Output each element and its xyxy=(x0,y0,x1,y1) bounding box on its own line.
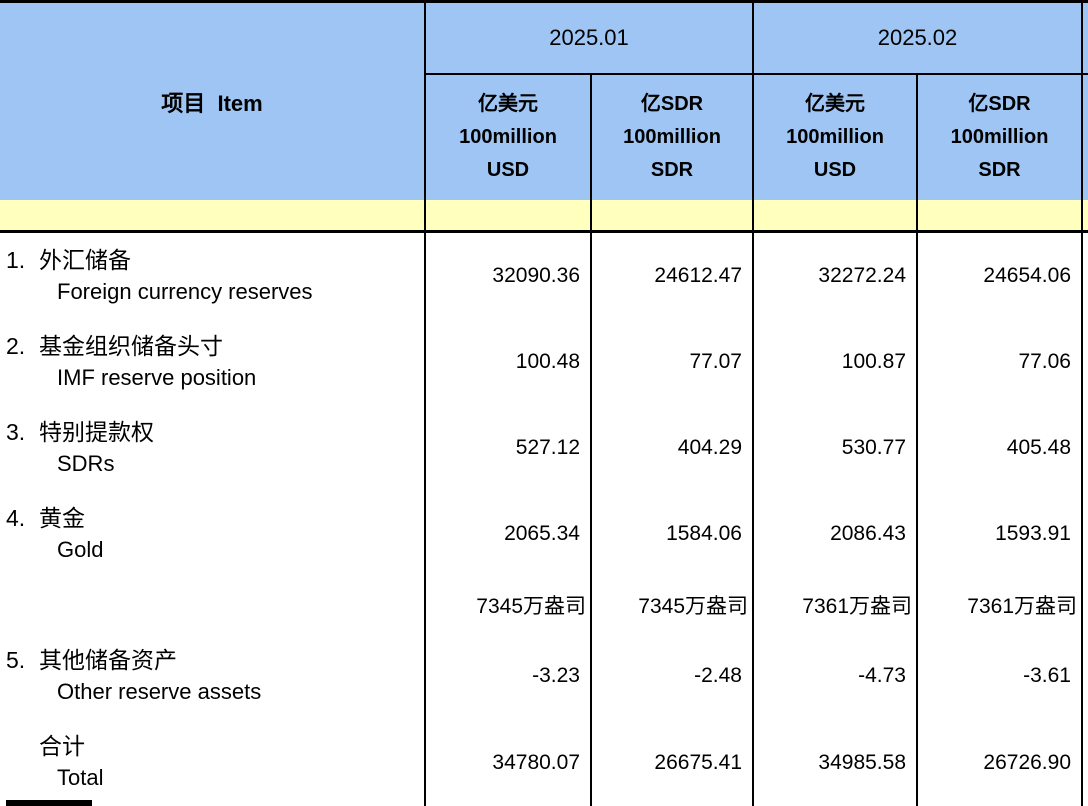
value-cell-cropped xyxy=(1081,319,1088,405)
item-label-en: IMF reserve position xyxy=(57,364,257,390)
value-cell: 24612.47 xyxy=(590,233,752,319)
value-cell-ounces: 7361万盎司 xyxy=(916,577,1081,633)
item-label-zh: 其他储备资产 xyxy=(39,647,177,673)
item-label-zh: 黄金 xyxy=(39,505,85,531)
value-cell: 77.06 xyxy=(916,319,1081,405)
item-label-zh: 合计 xyxy=(39,733,85,759)
item-cell-gold: 4. 黄金 Gold xyxy=(0,491,424,577)
value-cell: 1593.91 xyxy=(916,491,1081,577)
value-cell: 26726.90 xyxy=(916,719,1081,806)
value-cell: 2065.34 xyxy=(424,491,590,577)
item-label-en: Foreign currency reserves xyxy=(57,278,313,304)
value-cell: 405.48 xyxy=(916,405,1081,491)
value-cell-cropped xyxy=(1081,577,1088,633)
value-cell: -2.48 xyxy=(590,633,752,719)
value-cell: 26675.41 xyxy=(590,719,752,806)
item-label-zh: 特别提款权 xyxy=(39,419,154,445)
item-cell-total: 合计 Total xyxy=(0,719,424,806)
item-cell-imf-reserve-position: 2. 基金组织储备头寸 IMF reserve position xyxy=(0,319,424,405)
item-cell-other-reserve-assets: 5. 其他储备资产 Other reserve assets xyxy=(0,633,424,719)
value-cell: 77.07 xyxy=(590,319,752,405)
value-cell: 32272.24 xyxy=(752,233,916,319)
item-column-header: 项目 Item xyxy=(0,0,424,200)
period-header-2025-01: 2025.01 xyxy=(424,0,752,75)
value-cell-ounces: 7361万盎司 xyxy=(752,577,916,633)
unit-header-usd-1: 亿美元 100million USD xyxy=(424,75,590,200)
value-cell: 527.12 xyxy=(424,405,590,491)
value-cell: 1584.06 xyxy=(590,491,752,577)
item-label-zh: 基金组织储备头寸 xyxy=(39,333,223,359)
item-label-en: Total xyxy=(57,764,104,790)
item-label-en: Gold xyxy=(57,536,104,562)
item-cell-gold-ounces-empty xyxy=(0,577,424,633)
value-cell: 100.48 xyxy=(424,319,590,405)
item-label-zh: 外汇储备 xyxy=(39,247,131,273)
value-cell: -4.73 xyxy=(752,633,916,719)
value-cell: 2086.43 xyxy=(752,491,916,577)
value-cell: 34780.07 xyxy=(424,719,590,806)
item-label-en: SDRs xyxy=(57,450,115,476)
value-cell: 100.87 xyxy=(752,319,916,405)
value-cell: 404.29 xyxy=(590,405,752,491)
unit-header-sdr-2: 亿SDR 100million SDR xyxy=(916,75,1081,200)
period-header-cropped xyxy=(1081,0,1088,75)
separator-band xyxy=(916,200,1081,233)
cropped-footnote-fragment xyxy=(6,800,92,806)
value-cell-ounces: 7345万盎司 xyxy=(424,577,590,633)
separator-band xyxy=(590,200,752,233)
value-cell-cropped xyxy=(1081,491,1088,577)
value-cell: 32090.36 xyxy=(424,233,590,319)
separator-band-item xyxy=(0,200,424,233)
value-cell: 530.77 xyxy=(752,405,916,491)
value-cell-cropped xyxy=(1081,233,1088,319)
value-cell: 24654.06 xyxy=(916,233,1081,319)
value-cell: -3.23 xyxy=(424,633,590,719)
item-cell-foreign-currency-reserves: 1. 外汇储备 Foreign currency reserves xyxy=(0,233,424,319)
value-cell: -3.61 xyxy=(916,633,1081,719)
value-cell-cropped xyxy=(1081,405,1088,491)
value-cell-cropped xyxy=(1081,633,1088,719)
period-header-2025-02: 2025.02 xyxy=(752,0,1081,75)
value-cell-ounces: 7345万盎司 xyxy=(590,577,752,633)
separator-band xyxy=(752,200,916,233)
unit-header-sdr-1: 亿SDR 100million SDR xyxy=(590,75,752,200)
separator-band-cropped xyxy=(1081,200,1088,233)
value-cell: 34985.58 xyxy=(752,719,916,806)
unit-header-usd-2: 亿美元 100million USD xyxy=(752,75,916,200)
item-label-en: Other reserve assets xyxy=(57,678,262,704)
item-cell-sdrs: 3. 特别提款权 SDRs xyxy=(0,405,424,491)
separator-band xyxy=(424,200,590,233)
value-cell-cropped xyxy=(1081,719,1088,806)
unit-header-cropped xyxy=(1081,75,1088,200)
